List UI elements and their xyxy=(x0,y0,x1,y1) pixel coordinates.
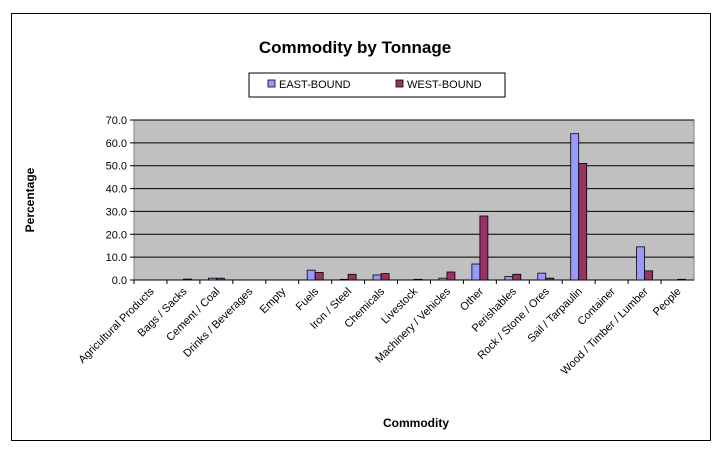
bar-east xyxy=(537,272,547,281)
y-tick-label: 0.0 xyxy=(112,275,127,287)
bar-west xyxy=(512,273,522,281)
x-tick-label: Other xyxy=(458,285,486,313)
y-tick-label: 70.0 xyxy=(106,115,127,127)
bar-west xyxy=(545,277,555,281)
legend-label-west: WEST-BOUND xyxy=(407,79,482,91)
chart-frame: Commodity by Tonnage EAST-BOUND WEST-BOU… xyxy=(11,13,711,441)
y-axis-ticks: 0.0 10.0 20.0 30.0 40.0 50.0 60.0 70.0 xyxy=(106,115,134,287)
bar-west xyxy=(413,278,423,281)
y-tick-label: 10.0 xyxy=(106,252,127,264)
bar-west xyxy=(183,278,192,281)
chart-title: Commodity by Tonnage xyxy=(259,38,451,57)
legend-box xyxy=(248,72,506,98)
bar-east xyxy=(504,276,514,281)
x-tick-label: Fuels xyxy=(294,285,322,313)
bars xyxy=(183,133,686,281)
chart-canvas: Commodity by Tonnage EAST-BOUND WEST-BOU… xyxy=(23,38,695,430)
bar-west xyxy=(578,163,588,281)
bar-west xyxy=(677,278,686,281)
bar-east xyxy=(339,278,349,281)
bar-west xyxy=(446,271,456,281)
bar-east xyxy=(372,274,382,281)
bar-east xyxy=(207,277,217,281)
bar-west xyxy=(314,272,324,281)
gridlines xyxy=(134,119,694,281)
plot-area xyxy=(133,119,695,281)
legend-swatch-east xyxy=(267,79,276,88)
legend-swatch-west xyxy=(395,79,404,88)
bar-west xyxy=(215,277,225,281)
bar-east xyxy=(636,246,645,281)
x-tick-label: Empty xyxy=(258,285,289,316)
bar-east xyxy=(306,269,316,281)
y-tick-label: 50.0 xyxy=(106,161,127,173)
legend-label-east: EAST-BOUND xyxy=(279,79,351,91)
bar-west xyxy=(644,270,653,281)
y-tick-label: 30.0 xyxy=(106,206,127,218)
x-axis-title: Commodity xyxy=(383,416,449,430)
y-axis-title: Percentage xyxy=(23,167,37,232)
legend: EAST-BOUND WEST-BOUND xyxy=(248,72,506,98)
x-tick-label: People xyxy=(651,286,684,319)
bar-west xyxy=(347,273,357,281)
y-tick-label: 60.0 xyxy=(106,138,127,150)
y-tick-label: 40.0 xyxy=(106,184,127,196)
y-tick-label: 20.0 xyxy=(106,229,127,241)
bar-west xyxy=(380,273,390,281)
bar-west xyxy=(479,215,489,281)
bar-east xyxy=(438,277,448,281)
bar-east xyxy=(570,133,580,281)
bar-east xyxy=(471,263,481,281)
